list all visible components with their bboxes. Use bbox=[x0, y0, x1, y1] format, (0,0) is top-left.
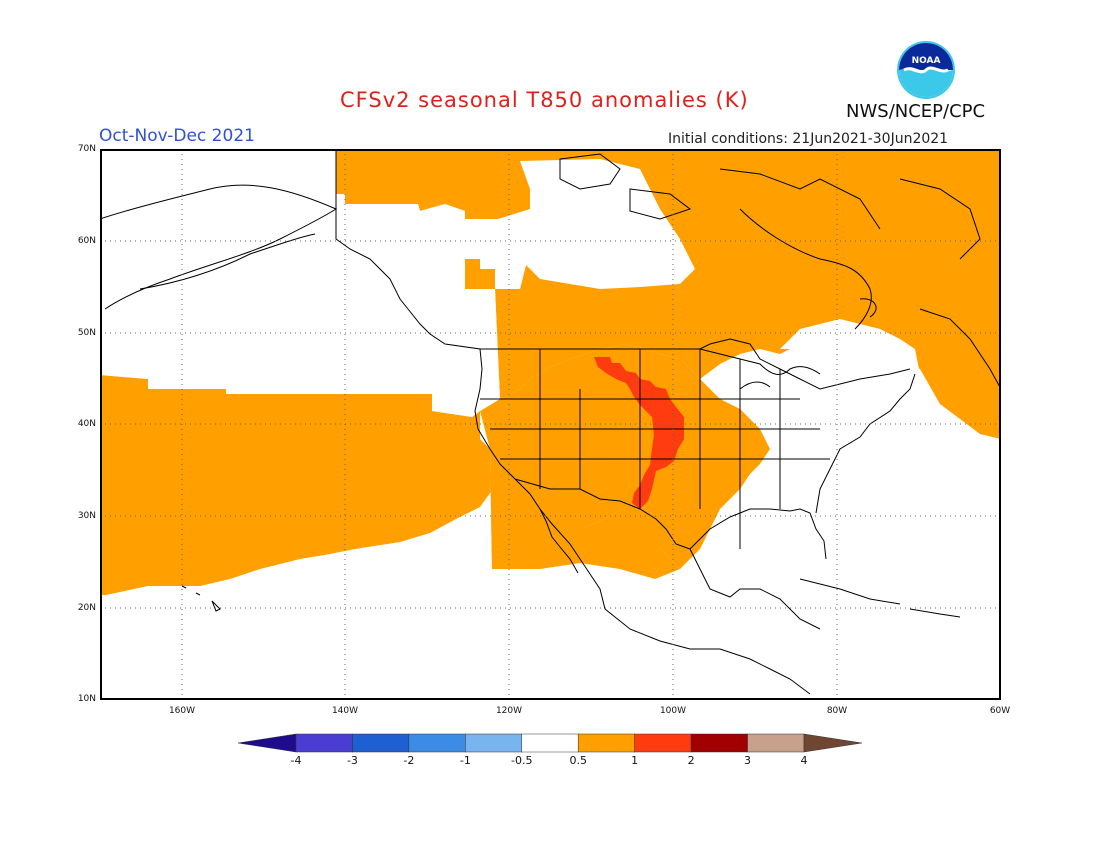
gridlines bbox=[100, 149, 1001, 700]
colorbar-cell bbox=[352, 733, 410, 753]
colorbar-cell bbox=[521, 733, 579, 753]
colorbar-label: 0.5 bbox=[569, 754, 587, 767]
lat-label-30n: 30N bbox=[77, 511, 96, 521]
chart-title: CFSv2 seasonal T850 anomalies (K) bbox=[340, 88, 749, 112]
lon-label-80w: 80W bbox=[826, 706, 848, 716]
noaa-logo-text: NOAA bbox=[912, 56, 941, 66]
colorbar-cell bbox=[465, 733, 523, 753]
lat-label-10n: 10N bbox=[77, 694, 96, 704]
lon-label-60w: 60W bbox=[989, 706, 1011, 716]
lat-label-70n: 70N bbox=[77, 144, 96, 154]
anomaly-map bbox=[100, 149, 1001, 700]
lat-label-50n: 50N bbox=[77, 328, 96, 338]
anomaly-region-1-2 bbox=[594, 357, 684, 509]
colorbar-cell bbox=[295, 733, 353, 753]
colorbar-label: 2 bbox=[687, 754, 695, 767]
colorbar-cell-max bbox=[803, 733, 862, 753]
lon-label-120w: 120W bbox=[495, 706, 523, 716]
colorbar-cell bbox=[634, 733, 692, 753]
colorbar-label: 3 bbox=[744, 754, 752, 767]
lat-label-40n: 40N bbox=[77, 419, 96, 429]
colorbar-label: 1 bbox=[631, 754, 639, 767]
colorbar-label: -3 bbox=[346, 754, 358, 767]
colorbar-cell-min bbox=[238, 733, 297, 753]
colorbar-label: 4 bbox=[800, 754, 808, 767]
map-border bbox=[100, 149, 1001, 700]
lon-label-160w: 160W bbox=[168, 706, 196, 716]
lat-label-60n: 60N bbox=[77, 236, 96, 246]
colorbar-label: -0.5 bbox=[511, 754, 533, 767]
colorbar-label: -2 bbox=[403, 754, 415, 767]
noaa-logo: NOAA bbox=[897, 41, 955, 99]
colorbar-cell bbox=[747, 733, 805, 753]
lon-label-100w: 100W bbox=[659, 706, 687, 716]
colorbar-cell bbox=[690, 733, 748, 753]
colorbar bbox=[238, 733, 862, 753]
lon-label-140w: 140W bbox=[331, 706, 359, 716]
colorbar-cell bbox=[577, 733, 635, 753]
initial-conditions-label: Initial conditions: 21Jun2021-30Jun2021 bbox=[668, 131, 949, 147]
colorbar-cell bbox=[408, 733, 466, 753]
colorbar-label: -1 bbox=[459, 754, 471, 767]
colorbar-label: -4 bbox=[290, 754, 302, 767]
organization-label: NWS/NCEP/CPC bbox=[846, 101, 986, 122]
season-label: Oct-Nov-Dec 2021 bbox=[99, 126, 255, 146]
lat-label-20n: 20N bbox=[77, 603, 96, 613]
coastlines-and-borders bbox=[100, 149, 1001, 695]
